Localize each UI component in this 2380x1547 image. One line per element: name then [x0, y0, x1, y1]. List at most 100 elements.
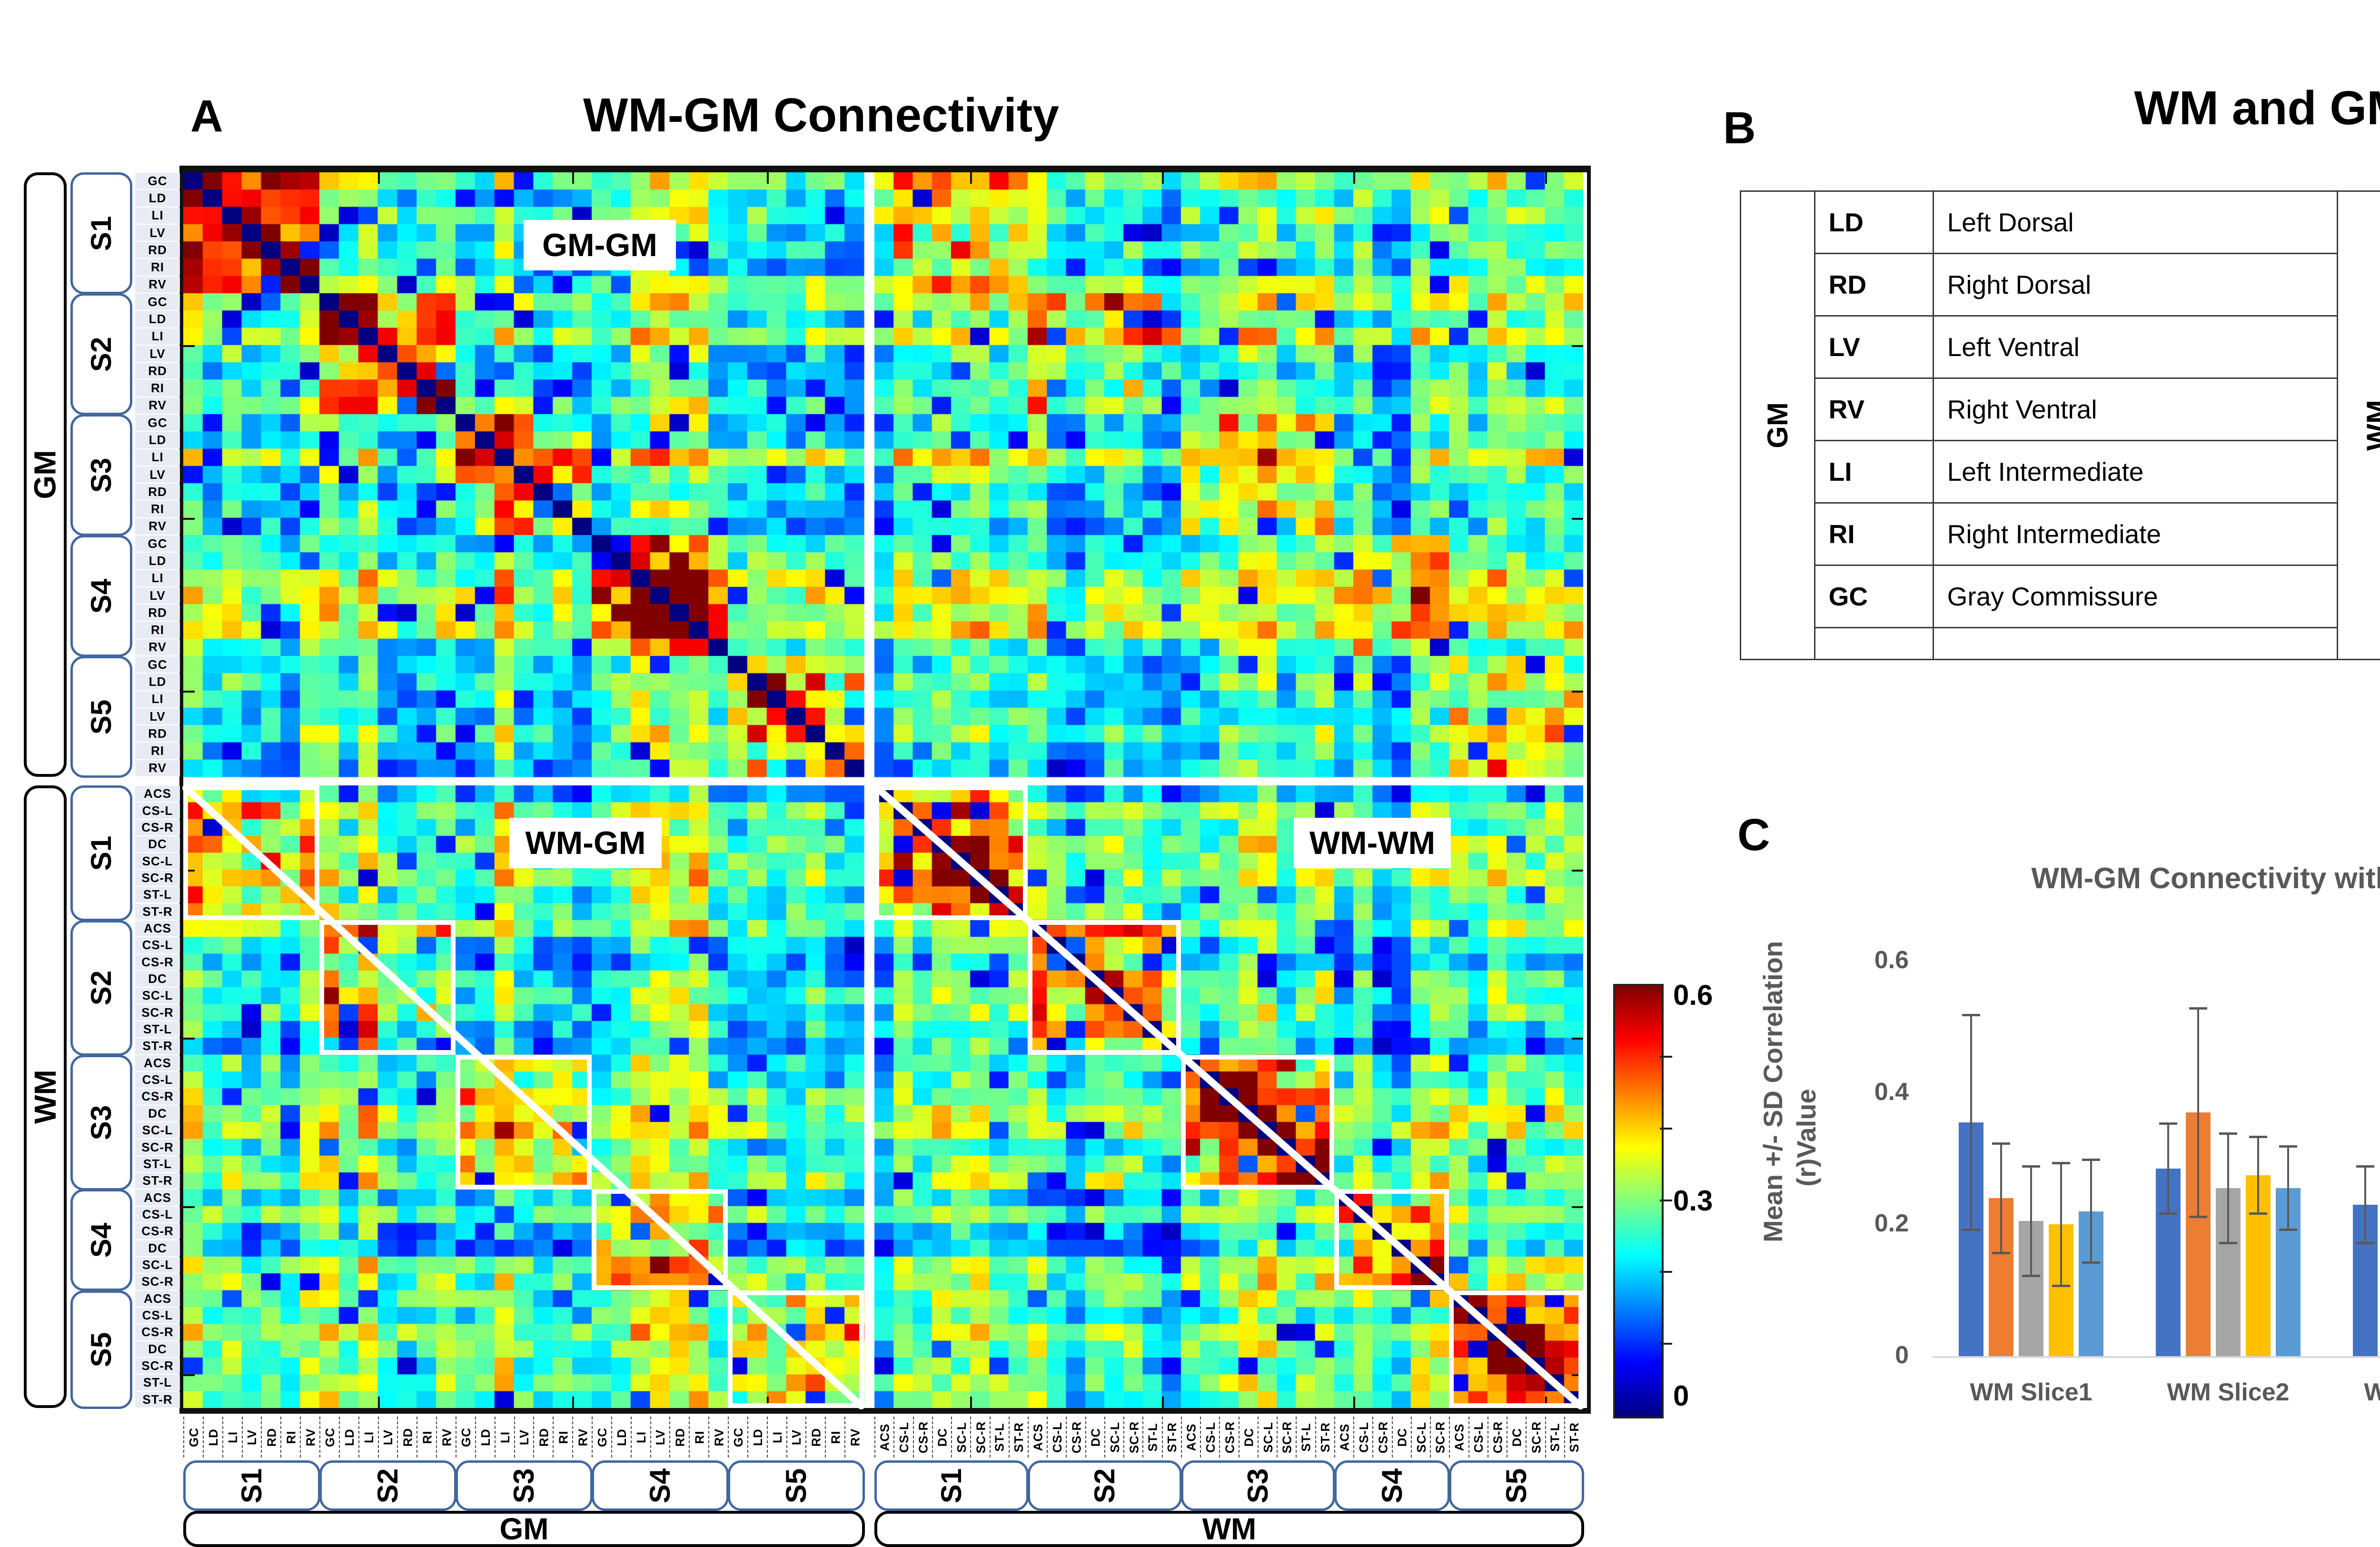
heatmap-row-label-text: RV [149, 519, 167, 534]
error-bar-cap-bottom [2159, 1212, 2177, 1215]
heatmap-row-label-text: ST-L [143, 887, 172, 902]
row-slice-box-gm: S2 [70, 293, 132, 415]
gm-roi-abbr: GC [1814, 565, 1934, 628]
error-bar-stem [2060, 1162, 2062, 1287]
heatmap-col-label-text: RD [264, 1428, 279, 1447]
heatmap-col-label-text: LV [245, 1429, 259, 1445]
heatmap-top-tick [1162, 172, 1164, 184]
heatmap-top-tick [1353, 172, 1355, 184]
heatmap-col-label: SC-R [1430, 1417, 1450, 1458]
heatmap-top-tick [572, 172, 574, 184]
heatmap-row-label: CS-R [135, 1223, 180, 1240]
error-bar-cap-bottom [2219, 1242, 2237, 1244]
heatmap-col-label: ACS [1180, 1417, 1201, 1458]
bar-chart-x-label-text: WM Slice1 [1970, 1378, 2092, 1406]
heatmap-row-label-text: LV [149, 346, 166, 361]
heatmap-row-label-text: RD [148, 363, 167, 378]
heatmap-row-label: ST-L [135, 1156, 180, 1172]
error-bar-cap-bottom [1992, 1252, 2010, 1254]
heatmap-row-label: GC [135, 536, 180, 552]
heatmap-col-label-text: ST-L [992, 1422, 1007, 1452]
error-bar-stem [2090, 1159, 2092, 1264]
heatmap-row-label: CS-R [135, 1324, 180, 1340]
heatmap-row-label: ST-L [135, 1021, 180, 1038]
col-slice-box-wm-text: S2 [1089, 1468, 1121, 1503]
error-bar-cap-bottom [1962, 1229, 1980, 1231]
error-bar-cap-top [2219, 1132, 2237, 1135]
heatmap-row-label: GC [135, 173, 180, 189]
col-slice-box-gm-text: S4 [644, 1468, 676, 1503]
heatmap-row-label: RD [135, 363, 180, 379]
heatmap-row-label-text: ACS [144, 786, 171, 801]
heatmap-row-label: RV [135, 276, 180, 293]
heatmap-col-label: CS-L [1353, 1417, 1373, 1458]
heatmap-row-label: SC-L [135, 1122, 180, 1139]
heatmap-row-label-text: LD [149, 311, 167, 326]
heatmap-col-label-text: DC [1088, 1428, 1103, 1447]
bar-chart-y-tick: 0.6 [1823, 946, 1909, 974]
error-bar-cap-top [1992, 1142, 2010, 1145]
heatmap-row-label-text: ST-R [142, 1392, 173, 1407]
heatmap-row-label-text: LI [151, 329, 164, 344]
heatmap-row-label-text: RV [149, 640, 167, 654]
heatmap-row-label-text: LI [151, 208, 164, 223]
bar-chart-y-tick-text: 0 [1895, 1341, 1909, 1369]
heatmap-col-label: ST-R [1315, 1417, 1335, 1458]
heatmap-col-label-text: GC [595, 1427, 609, 1447]
heatmap-row-label: LI [135, 207, 180, 224]
heatmap-row-label-text: CS-L [142, 1207, 173, 1221]
heatmap-row-label: LV [135, 587, 180, 604]
heatmap-col-label: LD [747, 1417, 768, 1458]
heatmap-row-label: RV [135, 760, 180, 776]
heatmap-col-label: CS-R [1219, 1417, 1239, 1458]
gm-roi-name: Left Ventral [1932, 315, 2338, 379]
col-slice-box-gm: S3 [456, 1460, 593, 1511]
panel-a-letter: A [190, 91, 223, 141]
bar-chart-y-tick-text: 0.4 [1874, 1078, 1909, 1106]
col-tissue-box-gm-text: GM [499, 1512, 549, 1546]
heatmap-row-label: RI [135, 380, 180, 397]
heatmap-col-label-text: SC-R [1279, 1421, 1294, 1453]
bar-chart-y-tick-text: 0.6 [1874, 946, 1909, 974]
row-tissue-box-wm-text: WM [28, 1070, 62, 1124]
heatmap-col-label-text: RV [712, 1428, 726, 1446]
heatmap-col-label-text: GC [186, 1427, 201, 1447]
heatmap-col-label: RI [416, 1417, 437, 1458]
roi-table-title: WM and GM ROIs [2134, 81, 2380, 135]
row-slice-box-gm-text: S3 [85, 457, 118, 493]
heatmap-row-label: RD [135, 242, 180, 258]
heatmap-row-label-text: GC [148, 536, 168, 551]
error-bar-stem [2030, 1165, 2032, 1277]
wm-vertical-header: WM [2360, 400, 2380, 451]
white-box-wm-gm [319, 920, 456, 1055]
col-slice-box-gm-text: S5 [780, 1468, 813, 1503]
heatmap-bottom-tick [1545, 1397, 1547, 1408]
col-slice-box-gm: S5 [728, 1460, 865, 1511]
col-slice-box-wm: S3 [1181, 1460, 1335, 1511]
gm-roi-abbr: LI [1814, 440, 1934, 504]
heatmap-col-label: RD [533, 1417, 554, 1458]
heatmap-col-label: CS-L [893, 1417, 913, 1458]
heatmap-row-label: ST-L [135, 1375, 180, 1391]
gm-roi-name: Right Dorsal [1932, 253, 2338, 317]
colorbar-mid-label: 0.3 [1673, 1185, 1713, 1217]
colorbar-tick [1660, 1200, 1672, 1201]
heatmap-col-label-text: ST-R [1165, 1422, 1180, 1452]
quadrant-label-wm-wm: WM-WM [1294, 818, 1451, 868]
heatmap-col-label: ST-L [1142, 1417, 1162, 1458]
heatmap-col-label: CS-R [1372, 1417, 1392, 1458]
colorbar-tick [1660, 1271, 1672, 1273]
row-slice-box-gm: S5 [70, 656, 132, 778]
heatmap-col-label: DC [1507, 1417, 1527, 1458]
heatmap-left-tick [183, 1374, 195, 1376]
heatmap-row-label: ST-R [135, 1173, 180, 1189]
heatmap-row-label-text: RV [149, 761, 167, 775]
heatmap-row-label-text: GC [148, 415, 168, 430]
heatmap-col-label: SC-L [1257, 1417, 1278, 1458]
heatmap-col-label: LV [786, 1417, 807, 1458]
heatmap-left-border [179, 166, 183, 1414]
error-bar-cap-bottom [2052, 1285, 2070, 1287]
heatmap-row-label-text: LD [149, 553, 167, 568]
